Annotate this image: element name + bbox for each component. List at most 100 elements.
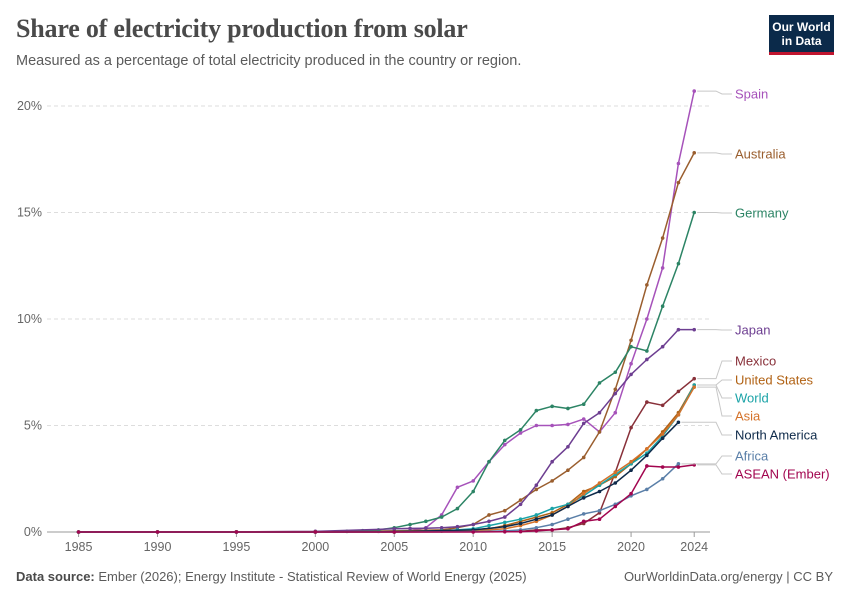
- data-point: [692, 376, 697, 381]
- data-point: [660, 344, 665, 349]
- x-tick-label: 2000: [301, 540, 329, 554]
- data-point: [408, 526, 412, 531]
- data-point: [534, 487, 539, 492]
- data-point: [566, 406, 570, 411]
- data-point: [692, 151, 697, 155]
- data-point: [597, 410, 602, 415]
- x-tick-label: 2024: [680, 540, 708, 554]
- label-connector: [697, 464, 732, 475]
- y-tick-label: 0%: [24, 525, 42, 539]
- data-point: [676, 261, 681, 266]
- series-line: [78, 464, 695, 533]
- data-point: [660, 236, 665, 240]
- series-label: Asia: [735, 409, 761, 424]
- data-point: [692, 210, 697, 215]
- x-tick-label: 1990: [144, 540, 172, 554]
- data-point: [550, 404, 554, 409]
- data-point: [676, 327, 681, 332]
- label-connector: [697, 360, 732, 380]
- series-line: [78, 90, 695, 533]
- data-point: [502, 524, 507, 529]
- series-label: Africa: [735, 449, 769, 464]
- data-point: [629, 425, 633, 430]
- data-source-label: Data source:: [16, 569, 95, 584]
- data-point: [676, 389, 681, 394]
- data-point: [518, 502, 523, 507]
- data-point: [550, 522, 554, 527]
- data-point: [629, 344, 633, 349]
- data-point: [629, 361, 633, 366]
- data-point: [234, 530, 239, 534]
- data-point: [645, 400, 649, 404]
- data-source-text: Ember (2026); Energy Institute - Statist…: [98, 569, 527, 584]
- line-chart: 0% 5% 10% 15% 20% 1985 1990 1995 2000 2005 2010 201…: [17, 87, 830, 555]
- y-tick-label: 5%: [24, 419, 42, 433]
- data-point: [471, 522, 476, 527]
- data-point: [392, 527, 397, 531]
- data-point: [676, 161, 681, 166]
- data-point: [613, 410, 618, 415]
- owid-logo[interactable]: Our World in Data: [769, 15, 834, 55]
- data-point: [676, 420, 681, 425]
- data-point: [629, 372, 633, 377]
- data-point: [487, 519, 491, 524]
- data-point: [534, 525, 539, 530]
- data-point: [502, 529, 507, 534]
- data-point: [518, 431, 523, 435]
- data-point: [502, 515, 507, 519]
- data-point: [597, 489, 602, 494]
- series-line: [78, 328, 695, 533]
- data-point: [155, 530, 160, 534]
- data-point: [660, 436, 665, 441]
- data-point: [645, 357, 649, 362]
- data-point: [613, 387, 618, 392]
- data-point: [597, 508, 602, 513]
- data-point: [471, 479, 476, 483]
- data-point: [566, 445, 570, 449]
- data-point: [660, 266, 665, 270]
- data-point: [534, 423, 539, 428]
- credit-link[interactable]: OurWorldinData.org/energy | CC BY: [623, 569, 833, 584]
- data-point: [645, 349, 649, 353]
- data-point: [581, 512, 586, 516]
- logo-line-1: Our World: [772, 19, 831, 34]
- data-point: [566, 517, 570, 522]
- data-point: [645, 447, 649, 451]
- data-point: [502, 438, 507, 443]
- label-connector: [697, 212, 732, 214]
- data-point: [424, 519, 428, 524]
- data-point: [502, 508, 507, 513]
- label-connector: [697, 386, 732, 417]
- data-point: [439, 525, 444, 530]
- data-point: [518, 498, 523, 502]
- data-point: [471, 530, 476, 534]
- data-point: [550, 459, 554, 464]
- label-connector: [697, 90, 732, 95]
- data-point: [424, 526, 428, 530]
- data-source: Data source: Ember (2026); Energy Instit…: [16, 569, 527, 584]
- series-label: United States: [735, 373, 814, 388]
- data-point: [550, 528, 554, 532]
- data-point: [518, 517, 523, 522]
- label-connector: [681, 421, 732, 436]
- data-point: [597, 430, 602, 434]
- data-point: [629, 338, 633, 343]
- logo-line-2: in Data: [781, 33, 822, 48]
- data-point: [313, 530, 318, 534]
- data-point: [487, 459, 491, 464]
- data-point: [660, 304, 665, 309]
- data-point: [676, 462, 681, 466]
- label-connector: [697, 384, 732, 399]
- y-tick-label: 10%: [17, 312, 42, 326]
- data-point: [581, 455, 586, 460]
- data-point: [566, 504, 570, 509]
- data-point: [645, 283, 649, 287]
- data-point: [660, 432, 665, 436]
- data-point: [660, 476, 665, 481]
- series-label: Japan: [735, 323, 770, 338]
- chart-title: Share of electricity production from sol…: [16, 14, 468, 43]
- data-point: [518, 529, 523, 534]
- data-point: [629, 459, 633, 464]
- data-point: [392, 530, 397, 534]
- data-point: [581, 491, 586, 496]
